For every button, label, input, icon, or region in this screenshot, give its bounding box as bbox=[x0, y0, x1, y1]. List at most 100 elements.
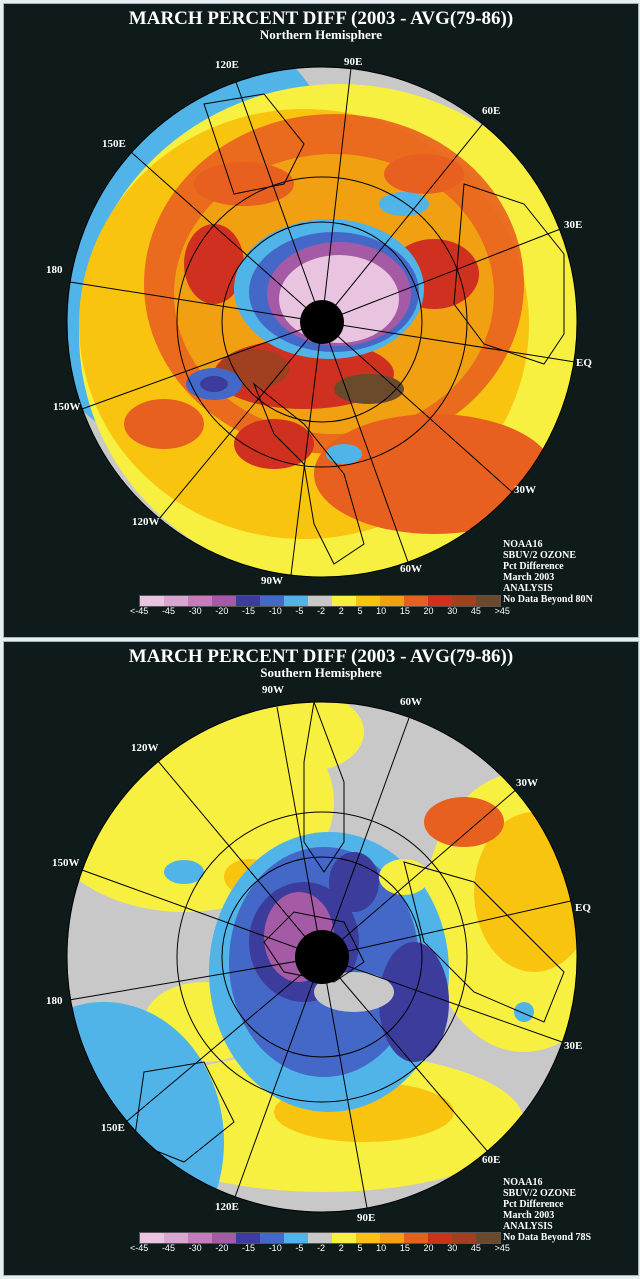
colorbar-swatch bbox=[332, 596, 356, 606]
info-line: Pct Difference bbox=[503, 561, 564, 572]
lon-label-60w: 60W bbox=[400, 696, 422, 708]
info-line: March 2003 bbox=[503, 572, 555, 583]
colorbar-tick-label: 45 bbox=[470, 606, 481, 616]
info-line: SBUV/2 OZONE bbox=[503, 550, 577, 561]
info-line: NOAA16 bbox=[503, 539, 543, 550]
lon-label-120w: 120W bbox=[132, 516, 160, 528]
lon-label-120w: 120W bbox=[131, 742, 159, 754]
colorbar-tick-label: -15 bbox=[242, 606, 256, 616]
colorbar-swatch bbox=[428, 596, 452, 606]
colorbar-tick-label: <-45 bbox=[130, 606, 149, 616]
colorbar-tick-label: -15 bbox=[242, 1243, 256, 1253]
colorbar bbox=[139, 595, 501, 607]
colorbar-tick-label: 2 bbox=[338, 606, 344, 616]
colorbar-swatch bbox=[476, 596, 500, 606]
no-data-pole bbox=[295, 930, 349, 984]
colorbar-tick-label: 15 bbox=[399, 1243, 410, 1253]
info-line: ANALYSIS bbox=[503, 1221, 553, 1232]
colorbar-swatch bbox=[212, 1233, 236, 1243]
map-title: MARCH PERCENT DIFF (2003 - AVG(79-86)) bbox=[128, 646, 514, 667]
colorbar-tick-label: 20 bbox=[423, 1243, 434, 1253]
colorbar-tick-label: >45 bbox=[494, 606, 510, 616]
lon-label-150e: 150E bbox=[102, 138, 126, 150]
info-line: No Data Beyond 80N bbox=[503, 594, 593, 605]
colorbar-tick-label: -10 bbox=[268, 606, 282, 616]
info-line: No Data Beyond 78S bbox=[503, 1232, 592, 1243]
colorbar-tick-label: -45 bbox=[161, 1243, 175, 1253]
colorbar-ticks: <-45 -45 -30 -20 -15 -10 -5 -2 2 5 10 15 20 30 45 >45 bbox=[130, 606, 510, 616]
lon-label-30w: 30W bbox=[516, 777, 538, 789]
info-line: SBUV/2 OZONE bbox=[503, 1188, 577, 1199]
colorbar-swatch bbox=[404, 1233, 428, 1243]
colorbar-tick-label: 10 bbox=[376, 1243, 387, 1253]
lon-label-90e: 90E bbox=[344, 56, 363, 68]
colorbar-swatch bbox=[260, 596, 284, 606]
colorbar-ticks: <-45 -45 -30 -20 -15 -10 -5 -2 2 5 10 15 20 30 45 >45 bbox=[130, 1243, 510, 1253]
info-line: Pct Difference bbox=[503, 1199, 564, 1210]
colorbar-tick-label: -5 bbox=[295, 1243, 304, 1253]
map-info-block: NOAA16 SBUV/2 OZONE Pct Difference March… bbox=[503, 1177, 591, 1243]
colorbar-tick-label: -30 bbox=[188, 606, 202, 616]
colorbar-tick-label: -30 bbox=[188, 1243, 202, 1253]
lon-label-90w: 90W bbox=[261, 575, 283, 587]
colorbar-tick-label: >45 bbox=[494, 1243, 510, 1253]
colorbar-tick-label: 15 bbox=[399, 606, 410, 616]
lon-label-90w: 90W bbox=[262, 684, 284, 696]
colorbar-swatch bbox=[428, 1233, 452, 1243]
colorbar-swatch bbox=[284, 1233, 308, 1243]
colorbar-swatch bbox=[452, 1233, 476, 1243]
lon-label-60e: 60E bbox=[482, 1154, 501, 1166]
colorbar-tick-label: 5 bbox=[357, 1243, 363, 1253]
colorbar-tick-label: -20 bbox=[215, 1243, 229, 1253]
colorbar-swatch bbox=[212, 596, 236, 606]
south-hemisphere-panel: MARCH PERCENT DIFF (2003 - AVG(79-86)) S… bbox=[3, 641, 639, 1276]
lon-label-30e: 30E bbox=[564, 1040, 583, 1052]
map-subtitle: Northern Hemisphere bbox=[259, 27, 383, 42]
lon-label-150w: 150W bbox=[52, 857, 80, 869]
lon-label-30w: 30W bbox=[514, 484, 536, 496]
map-title: MARCH PERCENT DIFF (2003 - AVG(79-86)) bbox=[128, 8, 514, 29]
north-hemisphere-panel: MARCH PERCENT DIFF (2003 - AVG(79-86)) N… bbox=[3, 3, 639, 638]
colorbar-swatch bbox=[452, 596, 476, 606]
colorbar-swatch bbox=[236, 1233, 260, 1243]
colorbar-tick-label: -2 bbox=[317, 606, 326, 616]
colorbar-swatch bbox=[332, 1233, 356, 1243]
colorbar-tick-label: 30 bbox=[447, 606, 458, 616]
colorbar bbox=[139, 1232, 501, 1244]
colorbar-tick-label: 20 bbox=[423, 606, 434, 616]
colorbar-tick-label: -2 bbox=[317, 1243, 326, 1253]
lon-label-60w: 60W bbox=[400, 563, 422, 575]
colorbar-swatch bbox=[308, 596, 332, 606]
lon-label-120e: 120E bbox=[215, 59, 239, 71]
colorbar-swatch bbox=[164, 596, 188, 606]
colorbar-tick-label: -5 bbox=[295, 606, 304, 616]
colorbar-swatch bbox=[380, 1233, 404, 1243]
info-line: ANALYSIS bbox=[503, 583, 553, 594]
map-subtitle: Southern Hemisphere bbox=[260, 665, 382, 680]
lon-label-180: 180 bbox=[46, 995, 63, 1007]
colorbar-tick-label: 10 bbox=[376, 606, 387, 616]
lon-label-eq: EQ bbox=[576, 357, 592, 369]
colorbar-swatch bbox=[188, 1233, 212, 1243]
lon-label-120e: 120E bbox=[215, 1201, 239, 1213]
colorbar-tick-label: 30 bbox=[447, 1243, 458, 1253]
colorbar-swatch bbox=[284, 596, 308, 606]
north-polar-map bbox=[66, 66, 578, 578]
colorbar-swatch bbox=[356, 596, 380, 606]
south-polar-map bbox=[66, 701, 578, 1213]
info-line: March 2003 bbox=[503, 1210, 555, 1221]
lon-label-eq: EQ bbox=[575, 902, 591, 914]
info-line: NOAA16 bbox=[503, 1177, 543, 1188]
colorbar-tick-label: 45 bbox=[470, 1243, 481, 1253]
lon-label-60e: 60E bbox=[482, 105, 501, 117]
colorbar-swatch bbox=[140, 1233, 164, 1243]
map-info-block: NOAA16 SBUV/2 OZONE Pct Difference March… bbox=[503, 539, 593, 605]
colorbar-swatch bbox=[236, 596, 260, 606]
colorbar-swatch bbox=[356, 1233, 380, 1243]
lon-label-150e: 150E bbox=[101, 1122, 125, 1134]
colorbar-tick-label: -10 bbox=[268, 1243, 282, 1253]
colorbar-tick-label: -45 bbox=[161, 606, 175, 616]
colorbar-swatch bbox=[188, 596, 212, 606]
lon-label-180: 180 bbox=[46, 264, 63, 276]
lon-label-30e: 30E bbox=[564, 219, 583, 231]
